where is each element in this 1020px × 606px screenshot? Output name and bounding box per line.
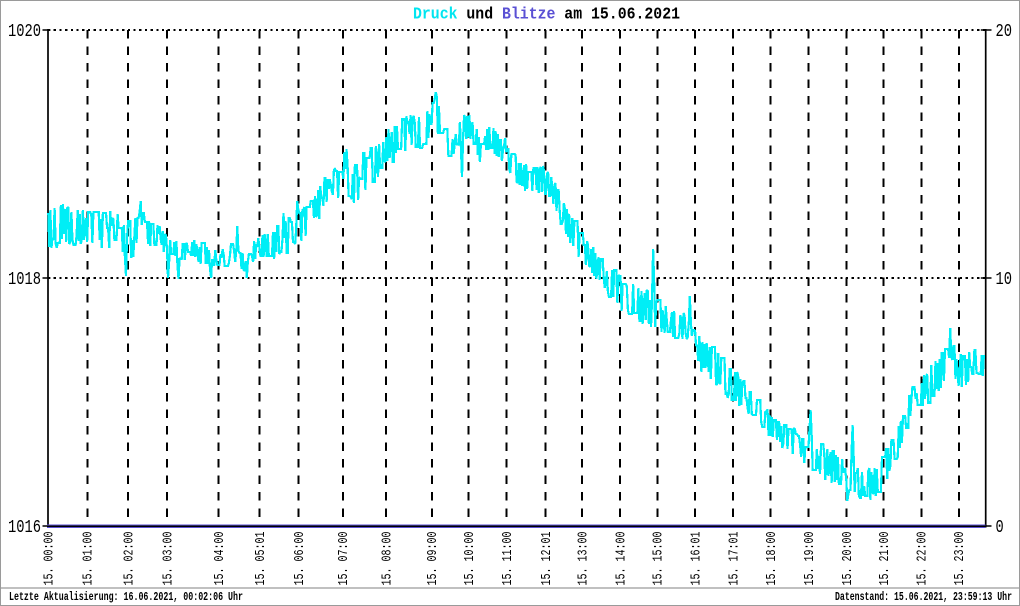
svg-text:15. 20:00: 15. 20:00: [841, 532, 856, 586]
svg-text:15. 09:00: 15. 09:00: [426, 532, 441, 586]
svg-text:15. 11:00: 15. 11:00: [501, 532, 516, 586]
svg-text:15. 03:00: 15. 03:00: [161, 532, 176, 586]
svg-text:15. 14:00: 15. 14:00: [614, 532, 629, 586]
svg-text:15. 19:00: 15. 19:00: [803, 532, 818, 586]
svg-text:am 15.06.2021: am 15.06.2021: [564, 6, 680, 25]
svg-text:1016: 1016: [8, 518, 41, 538]
svg-text:15. 13:00: 15. 13:00: [576, 532, 591, 586]
svg-text:1018: 1018: [8, 270, 41, 290]
svg-text:0: 0: [996, 518, 1004, 538]
svg-text:20: 20: [996, 22, 1013, 42]
svg-text:15. 04:00: 15. 04:00: [213, 532, 228, 586]
svg-text:10: 10: [996, 270, 1013, 290]
svg-text:15. 22:00: 15. 22:00: [916, 532, 931, 586]
svg-text:15. 18:00: 15. 18:00: [765, 532, 780, 586]
svg-text:15. 16:01: 15. 16:01: [689, 532, 704, 586]
svg-text:15. 00:00: 15. 00:00: [42, 532, 57, 586]
svg-text:15. 23:00: 15. 23:00: [953, 532, 968, 586]
svg-text:Datenstand: 15.06.2021, 23:59:: Datenstand: 15.06.2021, 23:59:13 Uhr: [835, 591, 1012, 604]
svg-text:Druck: Druck: [413, 6, 458, 25]
svg-text:15. 15:00: 15. 15:00: [652, 532, 667, 586]
svg-text:15. 06:00: 15. 06:00: [293, 532, 308, 586]
svg-text:15. 17:01: 15. 17:01: [727, 532, 742, 586]
svg-text:Letzte Aktualisierung: 16.06.2: Letzte Aktualisierung: 16.06.2021, 00:02…: [9, 591, 243, 604]
svg-text:1020: 1020: [8, 22, 41, 42]
svg-text:15. 12:01: 15. 12:01: [540, 532, 555, 586]
svg-text:15. 21:00: 15. 21:00: [878, 532, 893, 586]
svg-text:15. 10:00: 15. 10:00: [463, 532, 478, 586]
svg-text:15. 07:00: 15. 07:00: [337, 532, 352, 586]
svg-text:15. 08:00: 15. 08:00: [380, 532, 395, 586]
svg-text:und: und: [466, 6, 493, 25]
svg-text:15. 05:01: 15. 05:01: [254, 532, 269, 586]
svg-text:Blitze: Blitze: [502, 6, 555, 25]
svg-text:15. 01:00: 15. 01:00: [82, 532, 97, 586]
svg-text:15. 02:00: 15. 02:00: [122, 532, 137, 586]
